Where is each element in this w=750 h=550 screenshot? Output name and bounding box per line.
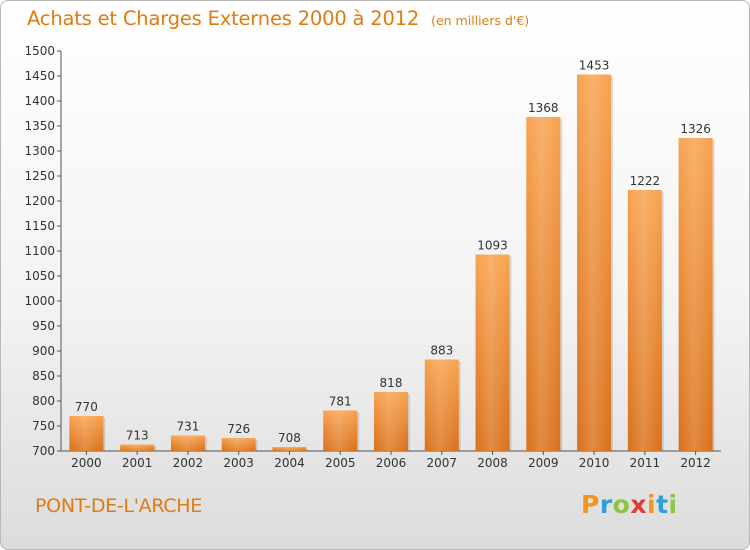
x-tick-label: 2002 (173, 456, 204, 470)
data-label: 781 (329, 395, 352, 409)
data-label: 883 (430, 344, 453, 358)
x-tick-label: 2007 (426, 456, 457, 470)
bar-highlight (526, 117, 561, 451)
data-label: 1222 (630, 174, 661, 188)
y-tick-label: 1300 (24, 144, 55, 158)
data-label: 1368 (528, 101, 559, 115)
city-name: PONT-DE-L'ARCHE (35, 495, 202, 517)
data-label: 713 (126, 429, 149, 443)
bar-highlight (323, 410, 358, 451)
logo-letter: r (599, 490, 613, 519)
y-tick-label: 750 (32, 419, 55, 433)
y-tick-label: 1250 (24, 169, 55, 183)
chart-unit: (en milliers d'€) (431, 13, 530, 28)
logo-letter: t (656, 490, 669, 519)
logo-letter: i (668, 490, 678, 519)
y-tick-label: 700 (32, 444, 55, 458)
logo-letter: o (612, 490, 631, 519)
x-tick-label: 2001 (122, 456, 153, 470)
y-tick-label: 800 (32, 394, 55, 408)
bar-highlight (69, 416, 104, 451)
data-label: 1453 (579, 59, 610, 73)
logo-letter: P (581, 490, 600, 519)
y-tick-label: 1100 (24, 244, 55, 258)
bar-highlight (120, 444, 155, 451)
bars (69, 74, 715, 451)
x-tick-label: 2011 (630, 456, 661, 470)
x-tick-label: 2000 (71, 456, 102, 470)
bar-highlight (221, 438, 256, 451)
y-tick-label: 1150 (24, 219, 55, 233)
bar-highlight (374, 392, 408, 451)
y-tick-label: 1050 (24, 269, 55, 283)
data-label: 708 (278, 431, 301, 445)
x-tick-label: 2003 (223, 456, 254, 470)
bar-highlight (627, 190, 662, 451)
data-label: 726 (227, 422, 250, 436)
data-label: 731 (176, 420, 199, 434)
y-tick-label: 900 (32, 344, 55, 358)
x-tick-label: 2009 (528, 456, 559, 470)
bar-highlight (424, 359, 459, 451)
y-tick-label: 1500 (24, 44, 55, 58)
bar-highlight (272, 447, 307, 451)
chart-title-block: Achats et Charges Externes 2000 à 2012 (e… (27, 7, 529, 30)
x-tick-label: 2010 (579, 456, 610, 470)
x-tick-label: 2012 (680, 456, 711, 470)
proxiti-logo: Proxiti (581, 490, 678, 519)
data-label: 1093 (477, 239, 508, 253)
data-label: 1326 (680, 122, 711, 136)
x-tick-label: 2006 (376, 456, 407, 470)
y-tick-label: 1450 (24, 69, 55, 83)
chart-title: Achats et Charges Externes 2000 à 2012 (27, 7, 420, 30)
data-label: 818 (380, 376, 403, 390)
x-tick-label: 2008 (477, 456, 508, 470)
data-label: 770 (75, 400, 98, 414)
x-tick-label: 2004 (274, 456, 305, 470)
y-tick-label: 1000 (24, 294, 55, 308)
bar-highlight (475, 254, 510, 451)
y-tick-label: 1350 (24, 119, 55, 133)
data-labels: 770 713 731 726 708 781 818 883 1093 1368 1453 1222… (75, 59, 711, 446)
y-tick-label: 1200 (24, 194, 55, 208)
logo-letter: x (630, 490, 647, 519)
logo-letter: i (647, 490, 657, 519)
axes: 700 750 800 850 900 950 1000 1050 1100 1150 1200 12… (24, 44, 721, 470)
bar-highlight (170, 435, 205, 451)
y-tick-label: 950 (32, 319, 55, 333)
bar-highlight (678, 138, 713, 451)
bar-highlight (577, 74, 612, 451)
y-tick-label: 850 (32, 369, 55, 383)
x-tick-label: 2005 (325, 456, 356, 470)
y-tick-label: 1400 (24, 94, 55, 108)
